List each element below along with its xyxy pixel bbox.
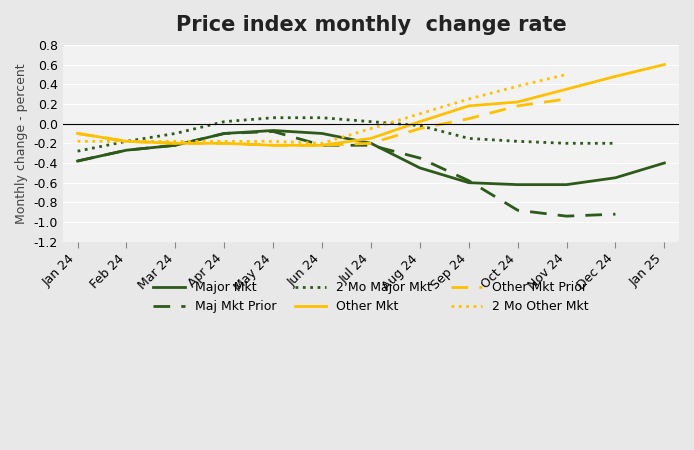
2 Mo Other Mkt <box>318 140 326 146</box>
Major Mkt <box>367 140 375 146</box>
Major Mkt <box>562 182 570 187</box>
2 Mo Other Mkt <box>122 139 130 144</box>
Major Mkt <box>269 128 278 133</box>
2 Mo Major Mkt <box>171 131 180 136</box>
2 Mo Major Mkt <box>464 136 473 141</box>
2 Mo Other Mkt <box>269 139 278 144</box>
2 Mo Major Mkt <box>367 119 375 124</box>
Major Mkt <box>122 148 130 153</box>
2 Mo Other Mkt <box>562 72 570 77</box>
Maj Mkt Prior <box>318 143 326 148</box>
Other Mkt <box>171 140 180 146</box>
2 Mo Major Mkt <box>74 148 82 154</box>
Maj Mkt Prior <box>416 155 424 161</box>
Maj Mkt Prior <box>220 131 228 136</box>
Maj Mkt Prior <box>367 143 375 148</box>
Other Mkt Prior <box>269 143 278 148</box>
Y-axis label: Monthly change - percent: Monthly change - percent <box>15 63 28 224</box>
Major Mkt <box>74 158 82 164</box>
2 Mo Major Mkt <box>514 139 522 144</box>
2 Mo Other Mkt <box>74 139 82 144</box>
Other Mkt Prior <box>562 96 570 102</box>
Other Mkt <box>514 99 522 105</box>
2 Mo Major Mkt <box>611 140 620 146</box>
2 Mo Other Mkt <box>220 139 228 144</box>
Line: 2 Mo Other Mkt: 2 Mo Other Mkt <box>78 74 566 143</box>
2 Mo Other Mkt <box>416 111 424 117</box>
Major Mkt <box>318 131 326 136</box>
Major Mkt <box>416 165 424 171</box>
2 Mo Major Mkt <box>269 115 278 121</box>
2 Mo Other Mkt <box>514 84 522 89</box>
Maj Mkt Prior <box>171 143 180 148</box>
Other Mkt Prior <box>220 140 228 146</box>
Other Mkt Prior <box>74 131 82 136</box>
Other Mkt <box>269 143 278 148</box>
2 Mo Major Mkt <box>122 139 130 144</box>
Other Mkt Prior <box>464 116 473 122</box>
Major Mkt <box>220 131 228 136</box>
Other Mkt <box>122 139 130 144</box>
2 Mo Major Mkt <box>416 123 424 128</box>
Major Mkt <box>611 175 620 180</box>
Other Mkt Prior <box>318 143 326 148</box>
Line: 2 Mo Major Mkt: 2 Mo Major Mkt <box>78 118 616 151</box>
Maj Mkt Prior <box>122 148 130 153</box>
Line: Major Mkt: Major Mkt <box>78 130 664 184</box>
Maj Mkt Prior <box>611 212 620 217</box>
Other Mkt <box>611 74 620 79</box>
Other Mkt Prior <box>416 126 424 131</box>
Maj Mkt Prior <box>464 178 473 184</box>
Other Mkt Prior <box>171 140 180 146</box>
Other Mkt Prior <box>514 103 522 108</box>
Maj Mkt Prior <box>562 213 570 219</box>
2 Mo Other Mkt <box>464 96 473 102</box>
Major Mkt <box>464 180 473 185</box>
2 Mo Major Mkt <box>220 119 228 124</box>
Other Mkt <box>367 136 375 141</box>
Maj Mkt Prior <box>514 207 522 213</box>
Title: Price index monthly  change rate: Price index monthly change rate <box>176 15 566 35</box>
Legend: Major Mkt, Maj Mkt Prior, 2 Mo Major Mkt, Other Mkt, Other Mkt Prior, 2 Mo Other: Major Mkt, Maj Mkt Prior, 2 Mo Major Mkt… <box>149 276 593 318</box>
2 Mo Other Mkt <box>171 139 180 144</box>
Maj Mkt Prior <box>74 158 82 164</box>
Other Mkt <box>660 62 668 67</box>
Line: Maj Mkt Prior: Maj Mkt Prior <box>78 131 616 216</box>
2 Mo Major Mkt <box>318 115 326 121</box>
Other Mkt Prior <box>367 140 375 146</box>
Other Mkt <box>464 103 473 108</box>
Line: Other Mkt Prior: Other Mkt Prior <box>78 99 566 145</box>
Other Mkt <box>220 140 228 146</box>
Other Mkt Prior <box>122 139 130 144</box>
2 Mo Other Mkt <box>367 126 375 131</box>
Maj Mkt Prior <box>269 129 278 134</box>
Other Mkt <box>562 86 570 92</box>
2 Mo Major Mkt <box>562 140 570 146</box>
Other Mkt <box>74 131 82 136</box>
Line: Other Mkt: Other Mkt <box>78 64 664 145</box>
Major Mkt <box>171 143 180 148</box>
Other Mkt <box>318 143 326 148</box>
Other Mkt <box>416 119 424 124</box>
Major Mkt <box>660 160 668 166</box>
Major Mkt <box>514 182 522 187</box>
